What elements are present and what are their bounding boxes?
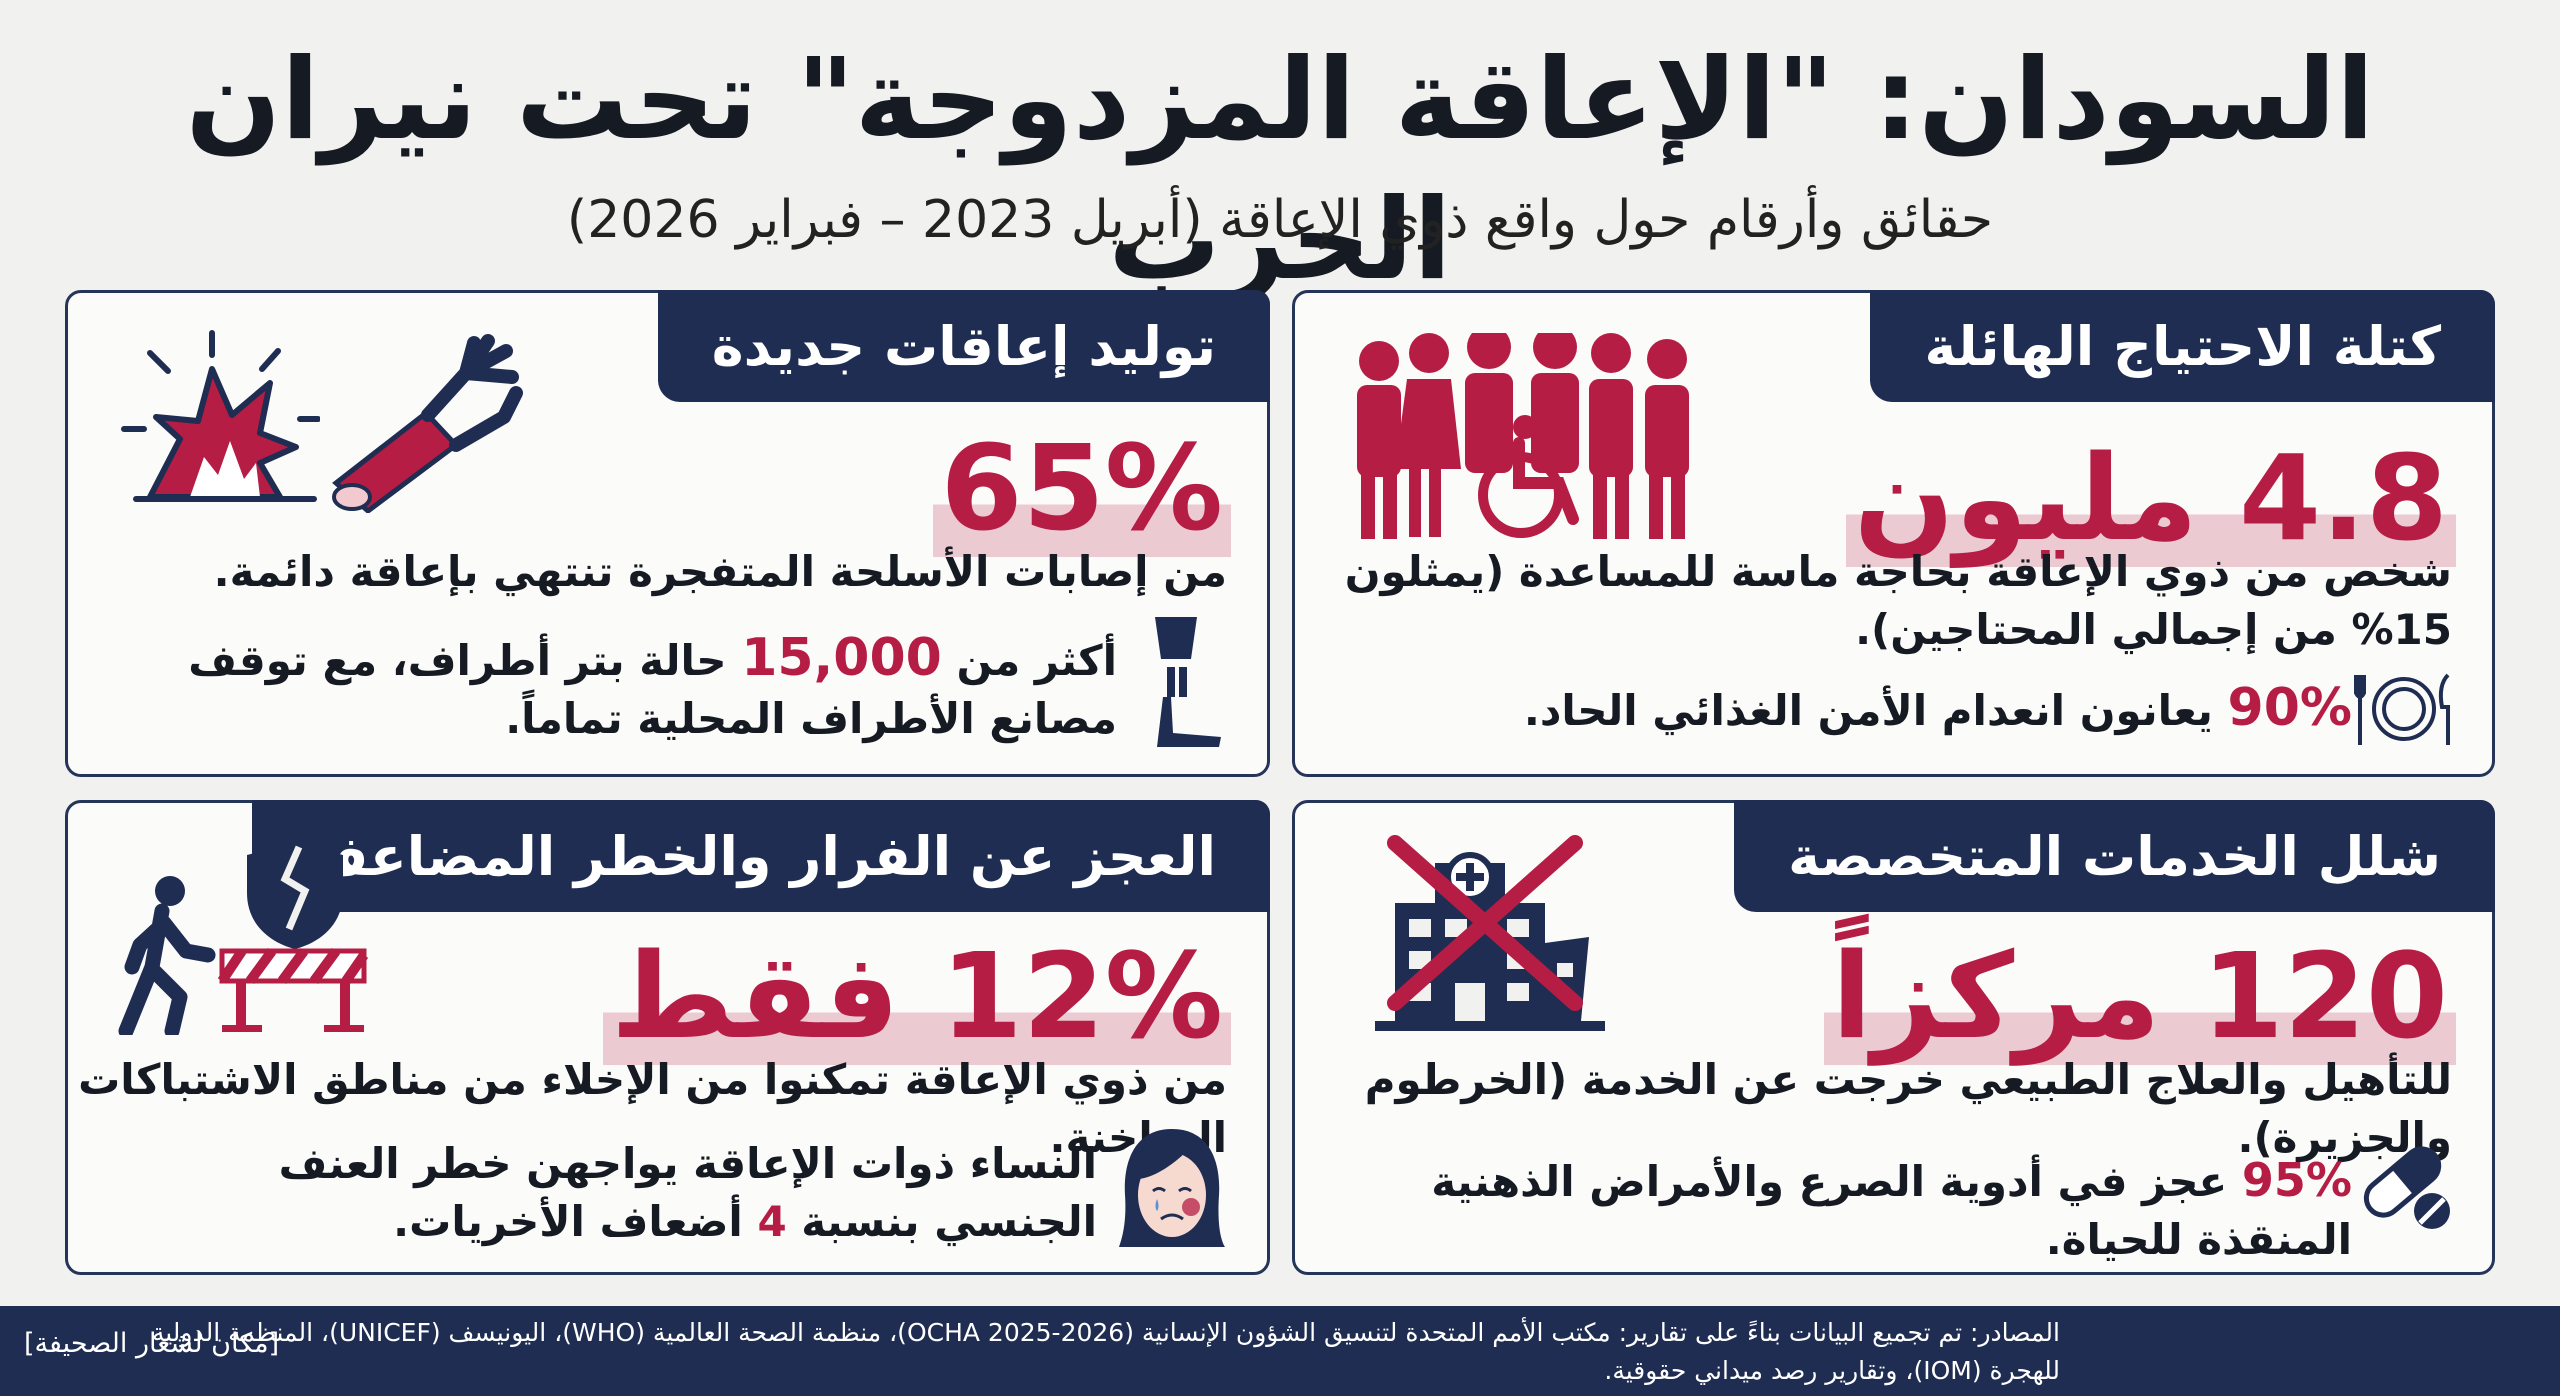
pills-icon — [2363, 1146, 2450, 1229]
flee-stat-value: 4 — [757, 1197, 787, 1246]
new-big-figure: 65% — [932, 419, 1231, 557]
plate-cutlery-icon — [2354, 673, 2450, 745]
need-stat-text: يعانون انعدام الأمن الغذائي الحاد. — [1523, 686, 2213, 735]
wheelchair-icon — [1478, 415, 1579, 538]
footer-sources: المصادر: تم تجميع البيانات بناءً على تقا… — [151, 1318, 2060, 1385]
need-stat-value: 90% — [2227, 678, 2352, 738]
card-services: شلل الخدمات المتخصصة 120 مركزاً للتأهيل … — [1292, 800, 2495, 1275]
crowd-icon — [1357, 333, 1689, 539]
new-stat-prefix: أكثر من — [956, 636, 1117, 685]
card-need-heading: كتلة الاحتياج الهائلة — [1870, 290, 2495, 402]
explosion-icon — [121, 330, 320, 502]
card-new-disabilities: توليد إعاقات جديدة 65% من إصابات الأسلحة… — [65, 290, 1270, 777]
broken-shield-icon — [247, 843, 343, 949]
barrier-icon — [218, 948, 368, 1032]
footer: المصادر: تم تجميع البيانات بناءً على تقا… — [0, 1306, 2560, 1396]
walking-person-icon — [118, 876, 216, 1035]
services-big-figure: 120 مركزاً — [1823, 927, 2456, 1065]
card-services-heading: شلل الخدمات المتخصصة — [1734, 800, 2495, 912]
services-stat-value: 95% — [2241, 1153, 2352, 1207]
flee-big-figure: 12% فقط — [602, 927, 1231, 1065]
page-subtitle: حقائق وأرقام حول واقع ذوي الإعاقة (أبريل… — [566, 190, 1994, 250]
new-description: من إصابات الأسلحة المتفجرة تنتهي بإعاقة … — [213, 547, 1227, 596]
card-flee: العجز عن الفرار والخطر المضاعف 12% فقط م… — [65, 800, 1270, 1275]
card-need: كتلة الاحتياج الهائلة 4.8 مليون شخص من ذ… — [1292, 290, 2495, 777]
new-stat-value: 15,000 — [741, 628, 942, 688]
flee-stat-suffix: أضعاف الأخريات. — [393, 1197, 743, 1246]
flee-stat-text: النساء ذوات الإعاقة يواجهن خطر العنف الج… — [278, 1139, 1097, 1246]
need-big-figure: 4.8 مليون — [1845, 429, 2456, 567]
flee-stat-line: النساء ذوات الإعاقة يواجهن خطر العنف الج… — [177, 1135, 1097, 1251]
destroyed-hospital-icon — [1375, 835, 1605, 1031]
services-description: للتأهيل والعلاج الطبيعي خرجت عن الخدمة (… — [1364, 1055, 2452, 1162]
need-description: شخص من ذوي الإعاقة بحاجة ماسة للمساعدة (… — [1344, 547, 2452, 654]
card-new-heading: توليد إعاقات جديدة — [657, 290, 1270, 402]
prosthetic-leg-icon — [1155, 617, 1221, 747]
crying-woman-icon — [1119, 1129, 1225, 1247]
services-stat-text: عجز في أدوية الصرع والأمراض الذهنية المن… — [1431, 1157, 2352, 1264]
newspaper-logo-placeholder: [مكان لشعار الصحيفة] — [24, 1328, 280, 1359]
new-stat-text: حالة بتر أطراف، مع توقف مصانع الأطراف ال… — [188, 636, 1117, 743]
card-flee-heading: العجز عن الفرار والخطر المضاعف — [251, 800, 1270, 912]
new-stat-line: أكثر من 15,000 حالة بتر أطراف، مع توقف م… — [167, 629, 1117, 748]
amputated-arm-icon — [332, 334, 523, 513]
services-stat-line: 95% عجز في أدوية الصرع والأمراض الذهنية … — [1295, 1151, 2352, 1269]
page-title: السودان: "الإعاقة المزدوجة" تحت نيران ال… — [185, 35, 2375, 305]
need-stat-line: 90% يعانون انعدام الأمن الغذائي الحاد. — [1524, 679, 2352, 740]
